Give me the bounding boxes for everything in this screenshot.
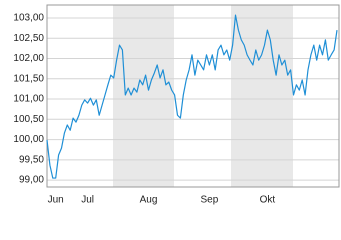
x-tick-label: Jul [81,195,94,206]
x-tick-label: Okt [260,195,276,206]
month-band [231,5,293,187]
x-tick-label: Sep [201,195,219,206]
y-tick-label: 99,50 [19,154,44,165]
y-tick-label: 101,00 [13,94,44,105]
plot-frame [46,4,340,188]
chart: 99,00 99,50 100,00 100,50 101,00 101,50 102,00… [13,4,340,206]
y-tick-label: 103,00 [13,13,44,24]
y-tick-label: 102,50 [13,33,44,44]
x-tick-label: Aug [140,195,158,206]
page: {"chart_data": {"type": "line", "categor… [13,4,340,206]
y-tick-label: 99,00 [19,175,44,186]
y-tick-label: 102,00 [13,53,44,64]
y-tick-label: 100,50 [13,114,44,125]
month-band [113,5,174,187]
price-line [46,14,338,179]
y-tick-label: 100,00 [13,134,44,145]
y-tick-label: 101,50 [13,73,44,84]
x-tick-label: Jun [48,195,64,206]
